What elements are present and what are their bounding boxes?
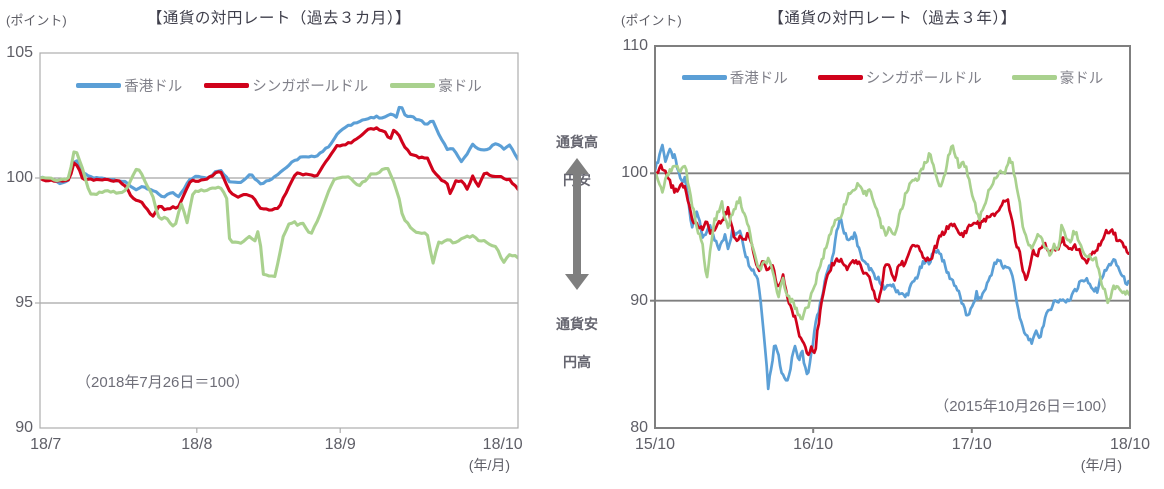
legend-line-swatch — [76, 83, 122, 88]
base-date-annotation: （2015年10月26日＝100） — [934, 398, 1116, 415]
legend: 香港ドル シンガポールドル 豪ドル — [40, 75, 518, 96]
y-tick-label: 110 — [622, 37, 648, 54]
x-tick-label: 15/10 — [634, 436, 676, 453]
legend: 香港ドル シンガポールドル 豪ドル — [655, 67, 1130, 88]
x-tick-label: 18/7 — [30, 436, 62, 453]
up-down-arrow-icon — [565, 158, 589, 290]
base-date-annotation: （2018年7月26日＝100） — [76, 374, 250, 391]
legend-line-swatch — [817, 75, 863, 80]
y-tick-label: 100 — [6, 169, 33, 186]
legend-line-swatch — [204, 83, 250, 88]
legend-label: 豪ドル — [1059, 71, 1104, 87]
legend-label: 香港ドル — [729, 71, 788, 87]
legend-item: 香港ドル — [76, 75, 182, 96]
y-tick-label: 105 — [6, 44, 33, 61]
plot-area — [35, 52, 519, 433]
middle-annotation: 通貨高 円安 通貨安 円高 — [539, 100, 615, 370]
legend-line-swatch — [390, 83, 436, 88]
line-plot-svg — [650, 45, 1131, 433]
x-tick-label: 16/10 — [793, 436, 834, 453]
currency-low-label: 通貨安 円高 — [539, 296, 615, 372]
y-axis-labels: 105 100 95 90 — [0, 44, 33, 436]
x-tick-label: 17/10 — [951, 436, 992, 453]
legend-label: 香港ドル — [124, 79, 183, 95]
legend-label: シンガポールドル — [252, 79, 369, 95]
chart-title: 【通貨の対円レート（過去３カ月）】 — [146, 10, 412, 27]
x-tick-label: 18/8 — [181, 436, 213, 453]
legend-item: 豪ドル — [390, 75, 482, 96]
chart-title: 【通貨の対円レート（過去３年）】 — [768, 10, 1017, 27]
series-line-1 — [40, 126, 518, 218]
legend-line-swatch — [681, 75, 727, 80]
x-tick-label: 18/10 — [482, 436, 523, 453]
y-tick-label: 95 — [15, 294, 33, 311]
legend-item: 香港ドル — [681, 67, 788, 88]
legend-label: 豪ドル — [438, 79, 482, 95]
currency-high-text: 通貨高 — [556, 134, 598, 150]
legend-label: シンガポールドル — [865, 71, 982, 87]
currency-low-text: 通貨安 — [556, 316, 598, 332]
x-tick-label: 18/9 — [324, 436, 356, 453]
legend-line-swatch — [1011, 75, 1057, 80]
legend-item: 豪ドル — [1011, 67, 1104, 88]
x-axis-unit-label: (年/月) — [468, 457, 510, 473]
x-tick-label: 18/10 — [1109, 436, 1151, 453]
plot-area — [650, 45, 1131, 433]
x-axis-labels: 15/10 16/10 17/10 18/10 — [635, 436, 1150, 458]
x-axis-unit-label: (年/月) — [1080, 457, 1122, 473]
y-axis-unit-label: (ポイント) — [621, 13, 682, 28]
yen-strong-text: 円高 — [563, 354, 591, 370]
line-plot-svg — [35, 52, 519, 433]
series-line-2 — [655, 144, 1130, 321]
y-tick-label: 80 — [630, 419, 648, 436]
x-axis-labels: 18/7 18/8 18/9 18/10 — [30, 436, 523, 458]
series-line-1 — [655, 163, 1130, 357]
legend-item: シンガポールドル — [204, 75, 368, 96]
series-line-2 — [40, 150, 518, 279]
y-tick-label: 90 — [630, 291, 648, 309]
y-axis-labels: 110 100 90 80 — [0, 37, 648, 436]
y-tick-label: 100 — [621, 164, 648, 182]
series-line-0 — [655, 143, 1130, 391]
legend-item: シンガポールドル — [817, 67, 982, 88]
y-axis-unit-label: (ポイント) — [6, 13, 67, 28]
y-tick-label: 90 — [15, 419, 33, 436]
